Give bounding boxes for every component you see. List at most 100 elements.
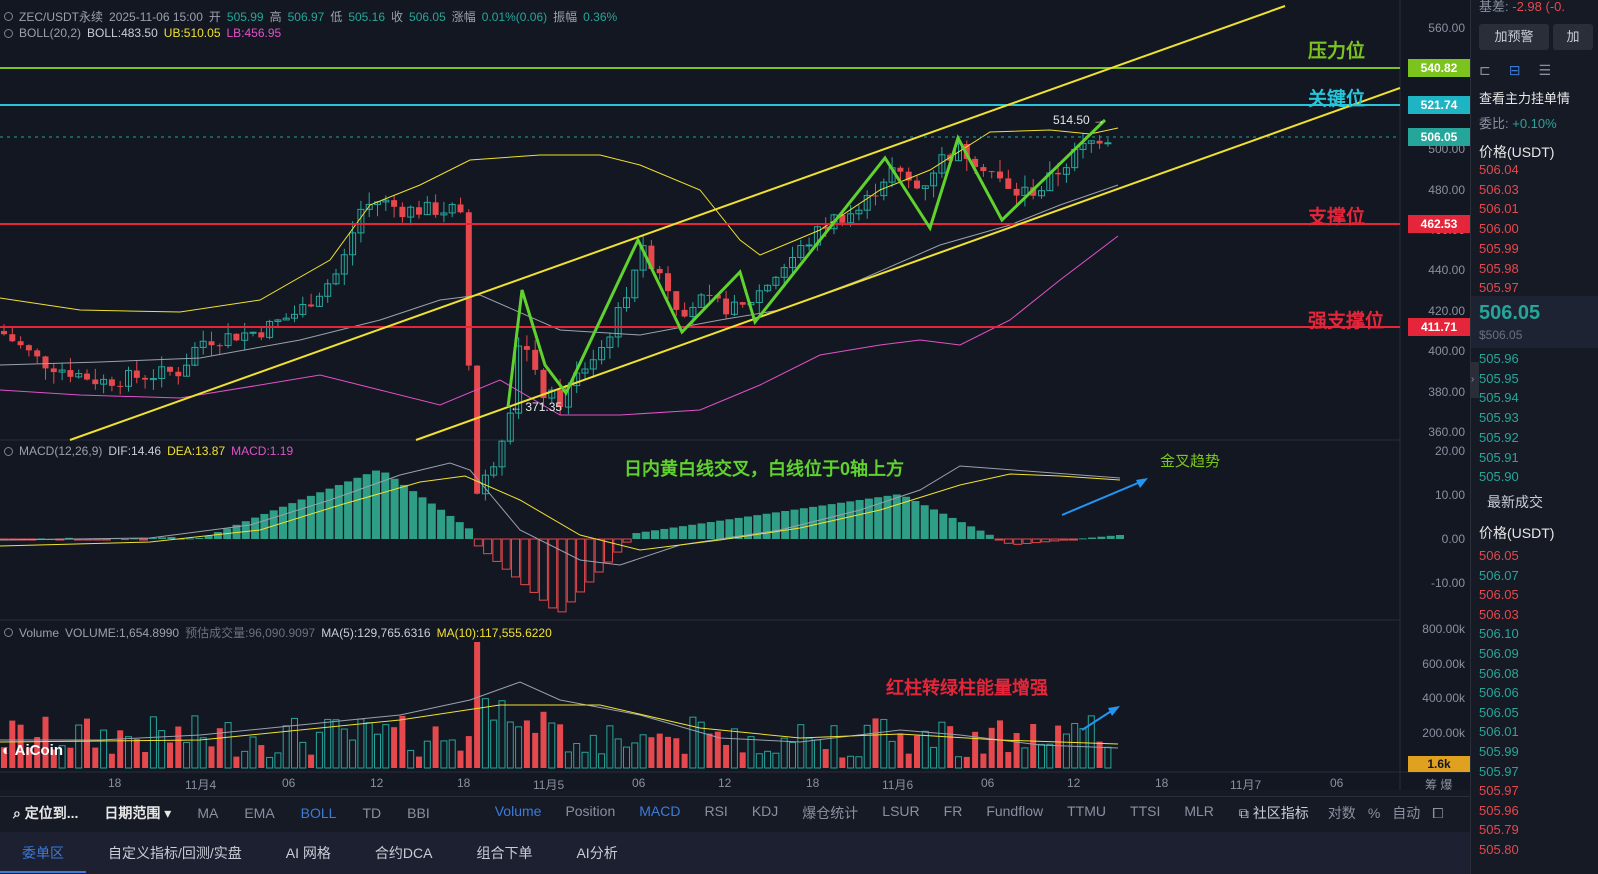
candle-body-up <box>183 364 191 377</box>
bottom-tab-4[interactable]: 组合下单 <box>476 845 533 861</box>
sub-indicator-mlr[interactable]: MLR <box>1184 803 1214 819</box>
macd-bar-positive <box>186 538 194 540</box>
candle-body-up <box>515 345 523 414</box>
bid-price[interactable]: 505.91 <box>1479 449 1519 465</box>
macd-bar-positive <box>288 503 297 539</box>
macd-bar-negative <box>529 538 539 593</box>
add-alert-button[interactable]: 加预警 <box>1479 24 1549 50</box>
date-range-button[interactable]: 日期范围 ▾ <box>104 805 172 821</box>
macd-bar-positive <box>818 505 827 539</box>
candle-body-down <box>432 202 439 215</box>
locate-button[interactable]: ⌕ 定位到... <box>13 805 79 821</box>
bid-price[interactable]: 505.92 <box>1479 429 1519 445</box>
macd-bar-positive <box>455 522 464 539</box>
volume-bar-down <box>432 726 439 768</box>
ask-price[interactable]: 505.98 <box>1479 260 1519 276</box>
main-indicator-ema[interactable]: EMA <box>244 805 275 821</box>
bid-price[interactable]: 505.96 <box>1479 351 1519 366</box>
bottom-tab-0[interactable]: 委单区 <box>0 843 86 873</box>
sub-indicator-kdj[interactable]: KDJ <box>751 803 779 819</box>
sub-indicator-fundflow[interactable]: Fundflow <box>986 803 1044 819</box>
sub-indicator-volume[interactable]: Volume <box>494 803 542 819</box>
candle-body-up <box>407 206 415 218</box>
macd-bar-positive <box>427 503 436 539</box>
price-axis-label: 440.00 <box>1428 263 1465 278</box>
main-orders-link[interactable]: 查看主力挂单情 <box>1479 91 1571 106</box>
bid-price[interactable]: 505.93 <box>1479 410 1519 426</box>
fullscreen-icon[interactable]: ⧠ <box>1432 804 1444 821</box>
candle-body-up <box>789 257 796 269</box>
community-indicators-button[interactable]: ⧉ 社区指标 <box>1238 805 1309 821</box>
book-both-icon[interactable]: ⊏ <box>1479 62 1491 78</box>
vol-ma10: MA(10):117,555.6220 <box>436 625 552 640</box>
macd-name[interactable]: MACD(12,26,9) <box>19 444 103 458</box>
latest-trades-title[interactable]: 最新成交 <box>1487 494 1543 510</box>
macd-bar-positive <box>762 513 771 539</box>
chart-area[interactable]: ZEC/USDT永续 2025-11-06 15:00 开 505.99 高 506… <box>0 0 1470 790</box>
volume-bar-up <box>689 716 697 769</box>
book-bids-icon[interactable]: ⊟ <box>1508 62 1521 78</box>
candle-body-down <box>216 345 223 347</box>
macd-bar-positive <box>37 538 46 540</box>
volume-bar-down <box>308 754 315 768</box>
main-indicator-bbi[interactable]: BBI <box>407 805 430 821</box>
sub-indicator-fr[interactable]: FR <box>943 803 963 819</box>
book-asks-icon[interactable]: ☰ <box>1538 62 1552 78</box>
sub-indicator-macd[interactable]: MACD <box>639 803 681 819</box>
bottom-tab-3[interactable]: 合约DCA <box>374 845 433 861</box>
macd-bar-positive <box>269 510 278 539</box>
auto-scale-toggle[interactable]: 自动 <box>1392 805 1421 821</box>
vol-settings-icon[interactable] <box>4 628 13 637</box>
boll-settings-icon[interactable] <box>4 28 13 38</box>
log-scale-toggle[interactable]: 对数 <box>1327 805 1356 821</box>
trade-price: 505.80 <box>1479 842 1519 857</box>
bid-price[interactable]: 505.90 <box>1479 469 1519 485</box>
collapse-handle[interactable]: › <box>1471 362 1479 398</box>
sub-indicator-ttsi[interactable]: TTSI <box>1130 803 1161 819</box>
sub-indicator-rsi[interactable]: RSI <box>704 803 728 819</box>
ask-price[interactable]: 505.99 <box>1479 240 1519 256</box>
settings-circle-icon[interactable] <box>4 12 13 21</box>
bid-price[interactable]: 505.95 <box>1479 370 1519 386</box>
macd-bar-negative <box>566 538 576 603</box>
volume-bar-down <box>673 738 680 768</box>
sub-indicator-ttmu[interactable]: TTMU <box>1067 803 1107 819</box>
volume-bar-down <box>399 715 406 768</box>
vol-legend: Volume VOLUME:1,654.8990 预估成交量:96,090.90… <box>4 624 552 641</box>
vol-name[interactable]: Volume <box>19 625 60 640</box>
sub-indicator-lsur[interactable]: LSUR <box>882 803 920 819</box>
ask-price[interactable]: 506.04 <box>1479 162 1519 177</box>
ask-price[interactable]: 506.00 <box>1479 221 1519 237</box>
ask-price[interactable]: 506.01 <box>1479 201 1519 217</box>
candle-body-up <box>1021 186 1029 197</box>
add-button[interactable]: 加 <box>1553 24 1593 50</box>
bottom-tab-5[interactable]: AI分析 <box>576 845 618 861</box>
boll-mid-line <box>0 184 1119 366</box>
bid-price[interactable]: 505.94 <box>1479 390 1519 406</box>
bottom-tab-1[interactable]: 自定义指标/回测/实盘 <box>108 845 242 861</box>
volume-bar-down <box>723 744 730 768</box>
main-indicator-ma[interactable]: MA <box>197 805 219 821</box>
macd-settings-icon[interactable] <box>4 446 13 456</box>
volume-bar-down <box>914 735 920 768</box>
candle-body-down <box>25 345 32 351</box>
volume-bar-up <box>481 698 489 769</box>
volume-bar-down <box>216 728 223 768</box>
volume-axis-label: 200.00k <box>1422 725 1465 740</box>
boll-name[interactable]: BOLL(20,2) <box>19 26 82 40</box>
volume-bar-down <box>980 753 987 768</box>
price-axis-label: 400.00 <box>1428 344 1465 359</box>
kline-chart-svg[interactable] <box>0 0 1470 790</box>
sub-indicator-爆仓统计[interactable]: 爆仓统计 <box>802 805 859 821</box>
sub-indicator-position[interactable]: Position <box>565 803 616 819</box>
volume-bar-down <box>50 749 57 768</box>
ask-price[interactable]: 505.97 <box>1479 280 1519 296</box>
main-indicator-td[interactable]: TD <box>362 805 382 821</box>
ask-price[interactable]: 506.03 <box>1479 181 1519 197</box>
main-indicator-boll[interactable]: BOLL <box>300 805 337 821</box>
trade-price: 506.05 <box>1479 587 1519 603</box>
volume-bar-down <box>839 757 846 768</box>
percent-scale-toggle[interactable]: % <box>1367 805 1381 821</box>
bottom-tab-2[interactable]: AI 网格 <box>285 845 331 861</box>
macd-bar-positive <box>167 537 176 539</box>
